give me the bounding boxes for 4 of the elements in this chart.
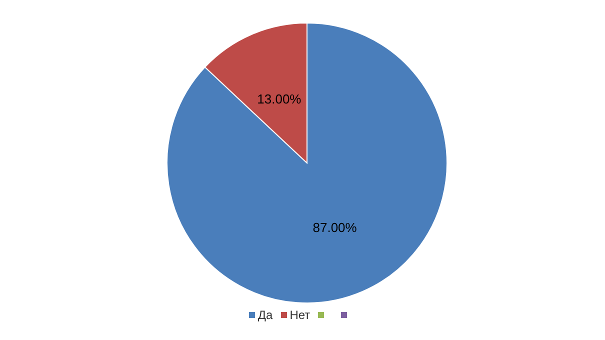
- data-label: 13.00%: [257, 91, 302, 106]
- data-label: 87.00%: [312, 220, 358, 235]
- legend-label: Да: [258, 308, 273, 322]
- legend-label: Нет: [290, 308, 310, 322]
